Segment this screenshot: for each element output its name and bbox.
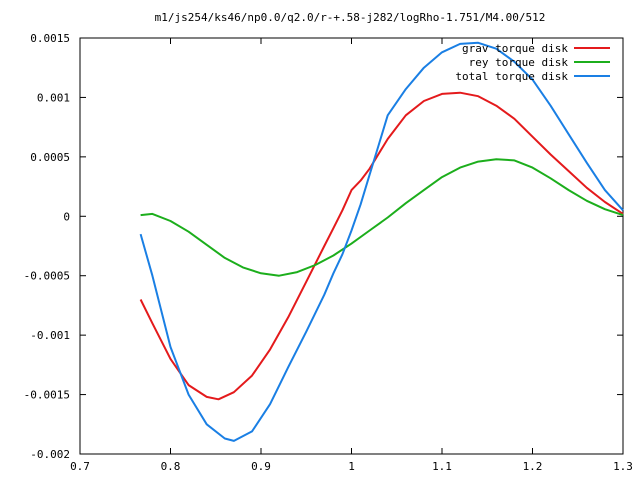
x-tick-label: 0.9 [251, 460, 271, 473]
y-tick-label: -0.0005 [24, 270, 70, 283]
series-line-1 [140, 158, 624, 277]
legend-label: total torque disk [455, 70, 568, 83]
series-line-0 [139, 91, 624, 401]
series-line-2 [139, 41, 624, 442]
y-tick-label: -0.001 [30, 329, 70, 342]
y-tick-label: -0.002 [30, 448, 70, 461]
x-tick-label: 1 [348, 460, 355, 473]
y-tick-label: 0.001 [37, 91, 70, 104]
plot-frame [79, 37, 624, 455]
legend-label: grav torque disk [462, 42, 568, 55]
x-tick-label: 0.7 [70, 460, 90, 473]
legend-label: rey torque disk [469, 56, 569, 69]
x-tick-label: 0.8 [161, 460, 181, 473]
axes: 0.7 0.8 0.9 1 1.1 1.2 1.3 0.0015 0.001 0.0005 0 -0.… [24, 32, 633, 473]
x-tick-label: 1.2 [523, 460, 543, 473]
y-tick-label: -0.0015 [24, 389, 70, 402]
y-tick-label: 0 [63, 210, 70, 223]
x-tick-label: 1.3 [613, 460, 633, 473]
y-tick-label: 0.0005 [30, 151, 70, 164]
series-layer [139, 41, 624, 442]
x-tick-label: 1.1 [432, 460, 452, 473]
y-tick-label: 0.0015 [30, 32, 70, 45]
chart-title: m1/js254/ks46/np0.0/q2.0/r-+.58-j282/log… [155, 11, 546, 24]
